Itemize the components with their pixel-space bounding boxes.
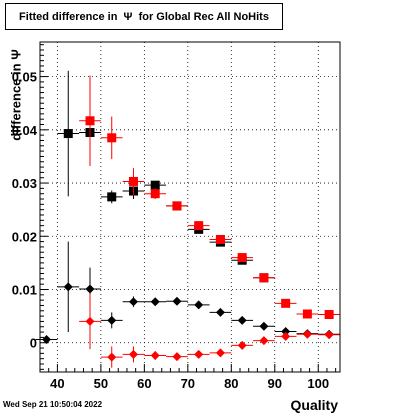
diamond-marker	[150, 351, 160, 360]
y-tick-label: 0	[30, 336, 37, 351]
square-marker	[63, 129, 73, 139]
diamond-marker	[237, 315, 247, 325]
diamond-marker	[215, 348, 225, 358]
timestamp: Wed Sep 21 10:50:04 2022	[3, 400, 103, 409]
diamond-marker	[107, 315, 117, 325]
square-marker	[172, 201, 182, 211]
y-tick-label: 0.02	[12, 229, 37, 244]
diamond-marker	[128, 297, 138, 307]
diamond-marker	[107, 352, 117, 362]
square-marker	[302, 309, 312, 319]
diamond-marker	[281, 327, 291, 337]
diamond-marker	[42, 335, 52, 345]
diamond-marker	[281, 331, 291, 341]
square-marker	[194, 221, 204, 231]
x-tick-label: 90	[268, 376, 282, 391]
diamond-marker	[194, 349, 204, 359]
x-tick-label: 70	[181, 376, 195, 391]
square-marker	[215, 234, 225, 244]
plot-background	[40, 42, 340, 372]
y-tick-label: 0.01	[12, 283, 37, 298]
square-marker	[324, 310, 334, 320]
x-tick-label: 60	[137, 376, 151, 391]
diamond-marker	[63, 282, 73, 292]
diamond-marker	[194, 300, 204, 310]
x-tick-label: 40	[50, 376, 64, 391]
x-tick-label: 80	[224, 376, 238, 391]
x-axis-label: Quality	[290, 397, 338, 413]
square-marker	[107, 133, 117, 143]
diamond-marker	[85, 316, 95, 326]
square-marker	[150, 180, 160, 190]
x-tick-label: 100	[307, 376, 329, 391]
square-marker	[259, 273, 269, 283]
diamond-marker	[128, 349, 138, 359]
y-tick-label: 0.05	[12, 70, 37, 85]
square-marker	[281, 298, 291, 308]
y-axis-label: difference in Ψ	[8, 49, 24, 141]
square-marker	[85, 116, 95, 126]
diamond-marker	[259, 321, 269, 331]
plot-frame	[39, 41, 341, 373]
square-marker	[107, 192, 117, 202]
chart-title: Fitted difference in Ψ for Global Rec Al…	[19, 11, 269, 23]
y-tick-label: 0.03	[12, 176, 37, 191]
title-box: Fitted difference in Ψ for Global Rec Al…	[5, 3, 283, 30]
diamond-marker	[172, 352, 182, 362]
square-marker	[237, 253, 247, 263]
y-tick-label: 0.04	[12, 123, 38, 138]
square-marker	[128, 176, 138, 186]
diamond-marker	[215, 307, 225, 317]
diamond-marker	[302, 329, 312, 339]
diamond-marker	[150, 297, 160, 307]
diamond-marker	[259, 336, 269, 346]
x-tick-label: 50	[94, 376, 108, 391]
diamond-marker	[172, 296, 182, 306]
diamond-marker	[324, 330, 334, 340]
diamond-marker	[85, 284, 95, 294]
square-marker	[150, 189, 160, 199]
diamond-marker	[237, 340, 247, 350]
